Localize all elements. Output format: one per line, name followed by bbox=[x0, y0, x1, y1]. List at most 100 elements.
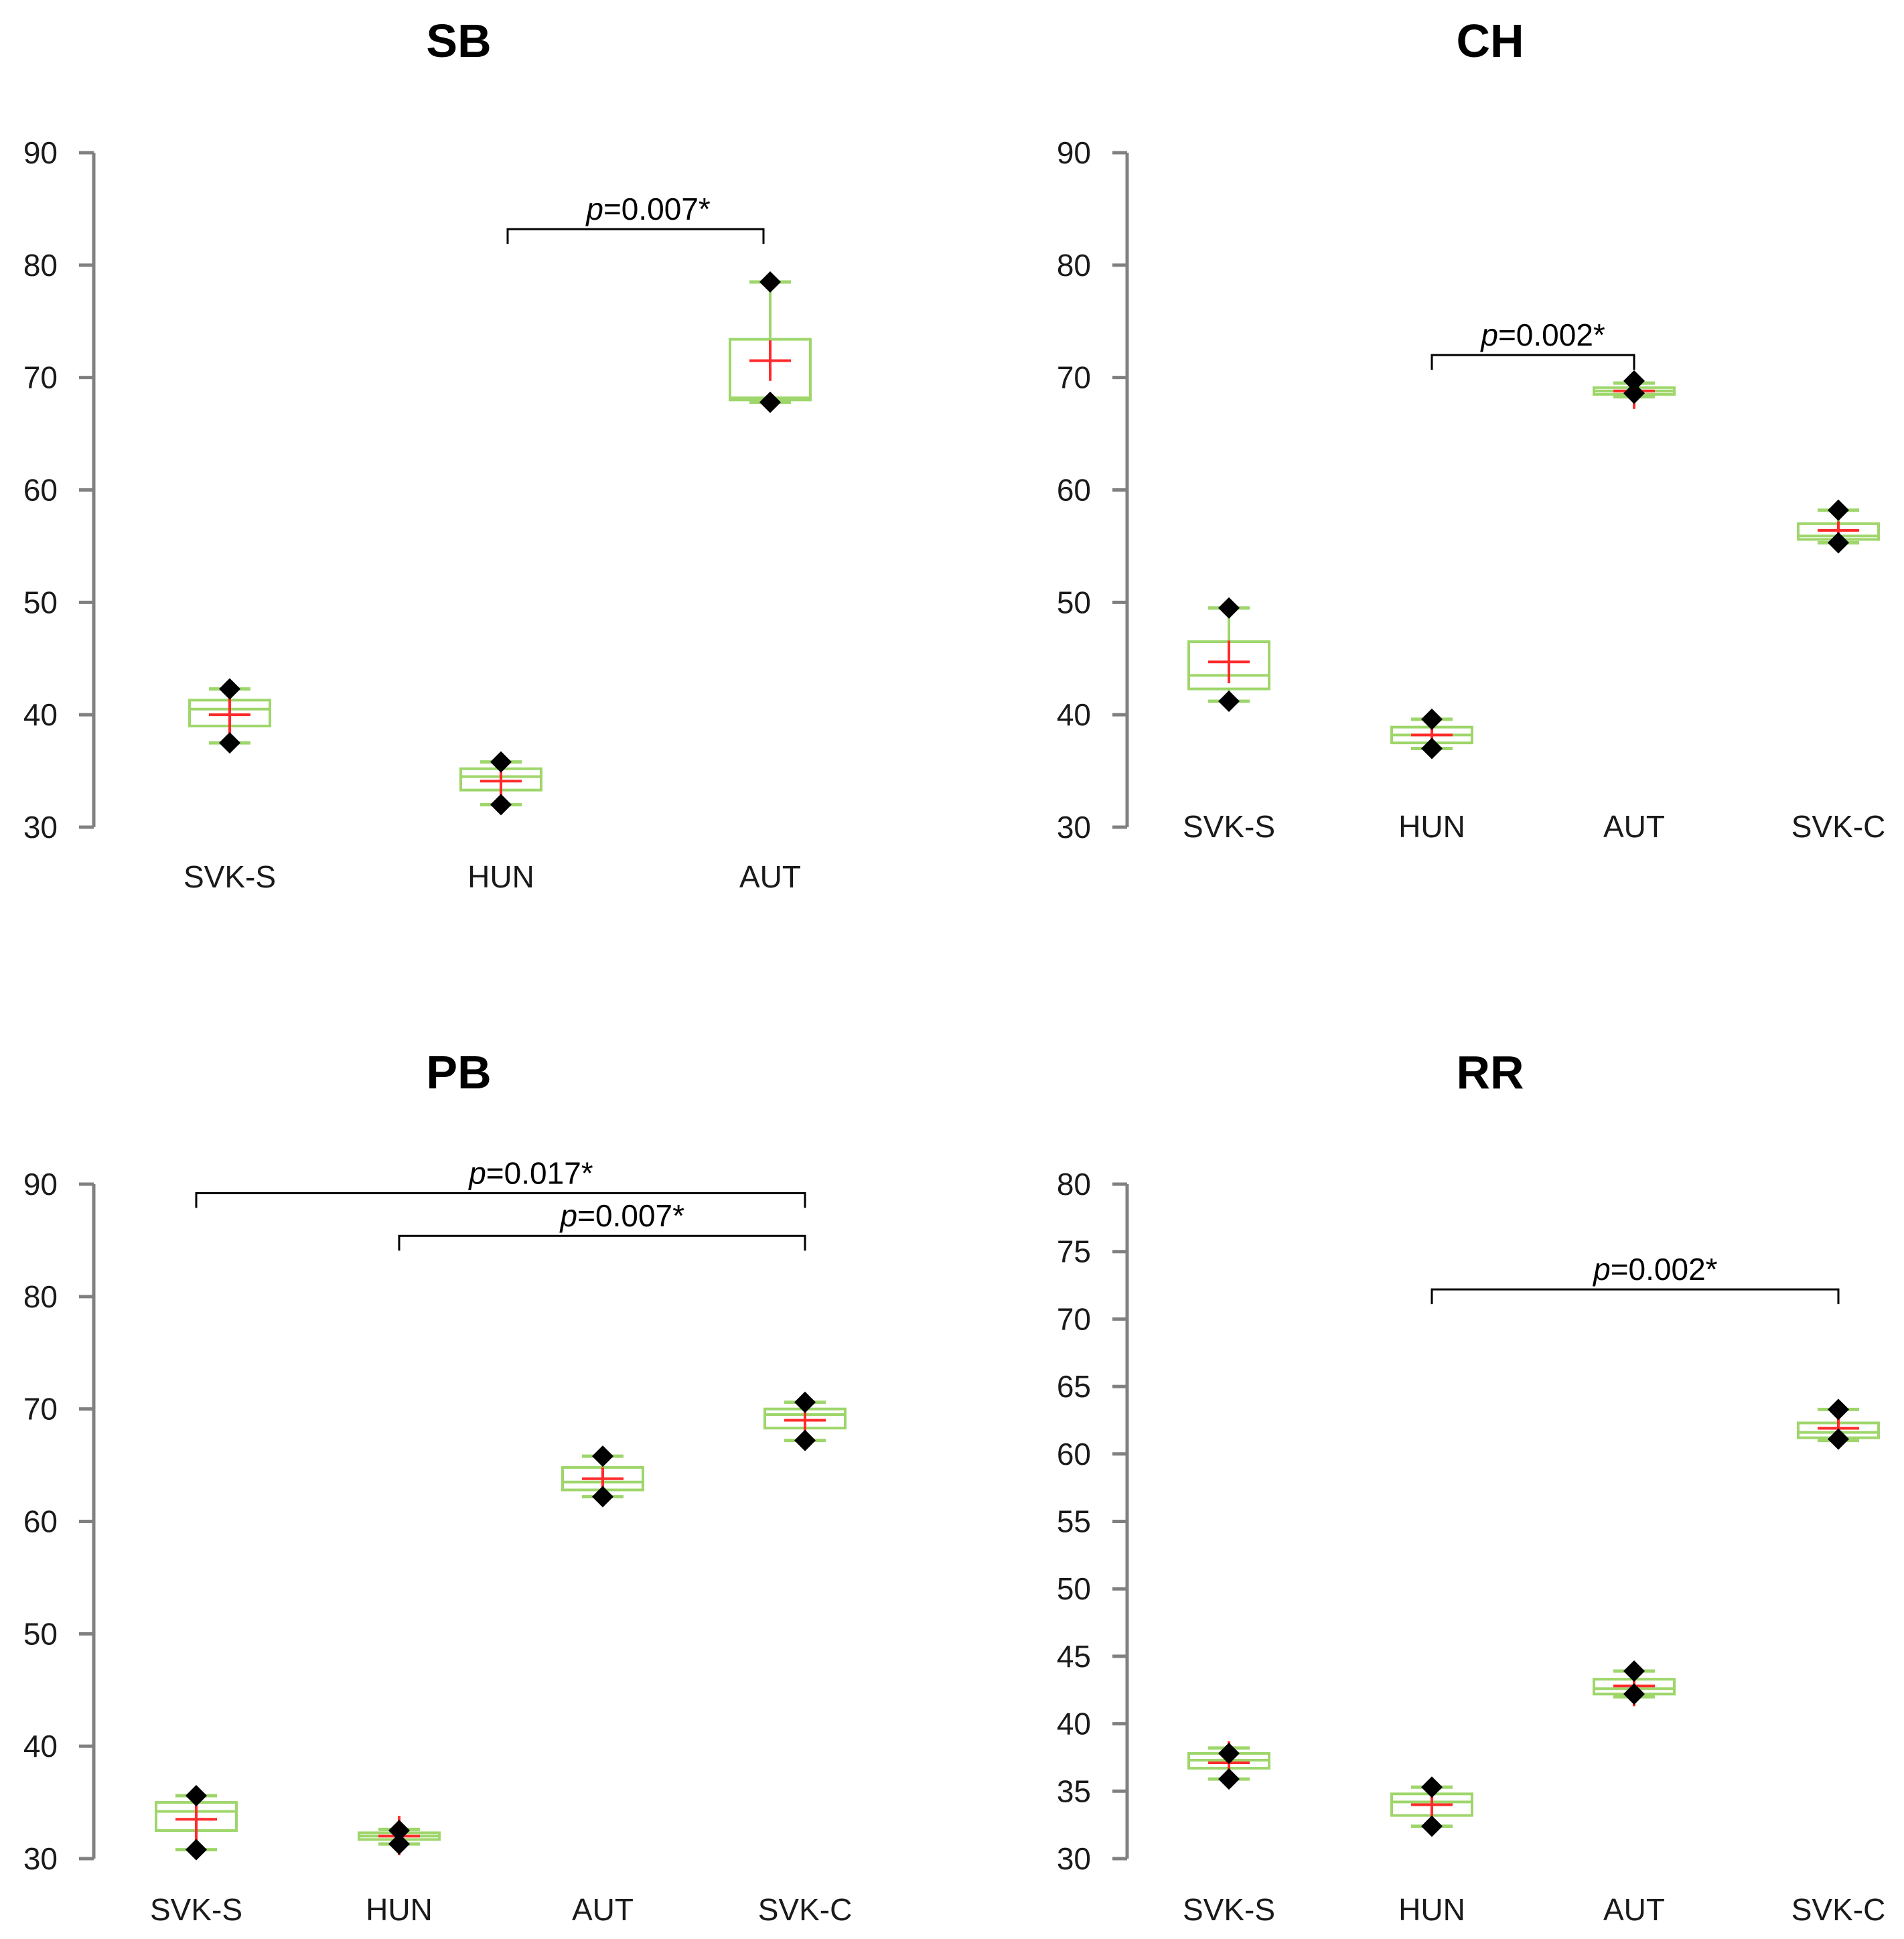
y-tick-label: 80 bbox=[23, 248, 58, 283]
y-tick-label: 50 bbox=[1057, 585, 1091, 620]
y-tick-label: 60 bbox=[1057, 473, 1091, 508]
significance-bracket: p=0.002* bbox=[1431, 317, 1635, 370]
y-tick-label: 30 bbox=[23, 810, 58, 845]
y-tick-label: 60 bbox=[23, 473, 58, 508]
box-hun bbox=[1390, 1776, 1473, 1837]
box-aut bbox=[729, 271, 812, 413]
y-tick-label: 45 bbox=[1057, 1639, 1091, 1674]
chart-title: RR bbox=[1456, 1046, 1524, 1098]
y-tick-label: 65 bbox=[1057, 1369, 1091, 1404]
x-category-label: SVK-S bbox=[150, 1892, 242, 1927]
box-hun bbox=[459, 751, 542, 816]
x-category-label: AUT bbox=[1603, 1892, 1665, 1927]
y-tick-label: 60 bbox=[23, 1504, 58, 1539]
p-value-label: p=0.002* bbox=[1479, 317, 1605, 352]
y-tick-label: 80 bbox=[23, 1279, 58, 1314]
chart-ch: CH 30 40 50 60 70 80 90 SVK-S HUN AUT SVK-C p=0.002… bbox=[1057, 15, 1885, 845]
significance-bracket: p=0.017* bbox=[195, 1155, 806, 1208]
significance-bracket: p=0.007* bbox=[398, 1198, 806, 1251]
data-point bbox=[219, 732, 240, 754]
box-svk-s bbox=[155, 1785, 238, 1861]
box-aut bbox=[561, 1445, 644, 1508]
y-tick-label: 40 bbox=[23, 1729, 58, 1764]
y-tick-label: 40 bbox=[1057, 1707, 1091, 1741]
y-tick-label: 75 bbox=[1057, 1234, 1091, 1269]
chart-sb: SB 30 40 50 60 70 80 90 SVK-S HUN AUT p=0.007* bbox=[23, 15, 812, 894]
y-tick-label: 90 bbox=[23, 1167, 58, 1202]
y-tick-label: 30 bbox=[1057, 1841, 1091, 1876]
data-point bbox=[490, 751, 512, 773]
data-point bbox=[1421, 1776, 1443, 1798]
chart-pb: PB 30 40 50 60 70 80 90 SVK-S HUN AUT SVK-C p=0.017… bbox=[23, 1046, 852, 1927]
box-svk-c bbox=[1797, 1398, 1880, 1450]
significance-bracket: p=0.002* bbox=[1431, 1252, 1840, 1305]
x-category-label: AUT bbox=[1603, 809, 1665, 844]
p-value-label: p=0.002* bbox=[1592, 1252, 1718, 1287]
x-category-label: SVK-S bbox=[1183, 1892, 1275, 1927]
data-point bbox=[1218, 1768, 1240, 1790]
y-tick-label: 70 bbox=[23, 360, 58, 395]
bracket-line bbox=[1431, 1288, 1840, 1305]
x-category-label: AUT bbox=[739, 859, 801, 894]
p-value-label: p=0.017* bbox=[467, 1155, 593, 1190]
data-point bbox=[592, 1445, 613, 1467]
data-point bbox=[1421, 708, 1443, 730]
p-value-label: p=0.007* bbox=[559, 1198, 685, 1233]
data-point bbox=[1218, 597, 1240, 619]
data-point bbox=[1623, 370, 1645, 392]
x-category-label: SVK-S bbox=[184, 859, 276, 894]
data-point bbox=[794, 1391, 816, 1413]
box-hun bbox=[358, 1816, 441, 1855]
data-point bbox=[490, 794, 512, 816]
box-aut bbox=[1593, 370, 1676, 409]
data-point bbox=[1828, 532, 1849, 554]
data-point bbox=[1421, 1815, 1443, 1837]
data-point bbox=[794, 1429, 816, 1451]
x-category-label: HUN bbox=[467, 859, 534, 894]
box-aut bbox=[1593, 1660, 1676, 1707]
data-point bbox=[1421, 737, 1443, 760]
y-tick-label: 70 bbox=[1057, 1301, 1091, 1336]
y-tick-label: 30 bbox=[23, 1841, 58, 1876]
y-tick-label: 35 bbox=[1057, 1774, 1091, 1808]
y-tick-label: 70 bbox=[23, 1392, 58, 1427]
chart-title: CH bbox=[1456, 15, 1524, 67]
bracket-line bbox=[1431, 354, 1635, 370]
box-svk-c bbox=[763, 1391, 847, 1451]
significance-bracket: p=0.007* bbox=[506, 192, 765, 244]
data-point bbox=[1623, 1660, 1645, 1682]
chart-title: PB bbox=[426, 1046, 491, 1098]
data-point bbox=[1828, 1398, 1849, 1421]
y-tick-label: 80 bbox=[1057, 248, 1091, 283]
x-category-label: SVK-C bbox=[1791, 809, 1886, 844]
data-point bbox=[1828, 1428, 1849, 1450]
x-category-label: HUN bbox=[1398, 1892, 1465, 1927]
x-category-label: HUN bbox=[1398, 809, 1465, 844]
chart-rr: RR 30 35 40 45 50 55 60 65 70 75 80 SVK-S HUN AUT SVK-… bbox=[1057, 1046, 1885, 1927]
data-point bbox=[1218, 691, 1240, 713]
bracket-line bbox=[506, 228, 765, 244]
y-tick-label: 90 bbox=[1057, 135, 1091, 170]
y-tick-label: 50 bbox=[1057, 1571, 1091, 1606]
data-point bbox=[759, 391, 781, 413]
data-point bbox=[388, 1833, 410, 1855]
box-svk-s bbox=[1187, 1741, 1270, 1790]
y-tick-label: 70 bbox=[1057, 360, 1091, 395]
y-tick-label: 30 bbox=[1057, 810, 1091, 845]
y-tick-label: 40 bbox=[23, 697, 58, 732]
p-value-label: p=0.007* bbox=[585, 192, 711, 226]
data-point bbox=[759, 271, 781, 293]
data-point bbox=[1623, 382, 1645, 405]
data-point bbox=[388, 1820, 410, 1842]
y-tick-label: 80 bbox=[1057, 1167, 1091, 1202]
bracket-line bbox=[398, 1234, 806, 1251]
data-point bbox=[1828, 499, 1849, 521]
x-category-label: SVK-C bbox=[758, 1892, 853, 1927]
y-tick-label: 90 bbox=[23, 135, 58, 170]
data-point bbox=[186, 1785, 207, 1807]
data-point bbox=[592, 1486, 613, 1508]
x-category-label: SVK-C bbox=[1791, 1892, 1886, 1927]
data-point bbox=[219, 678, 240, 700]
chart-title: SB bbox=[426, 15, 491, 67]
